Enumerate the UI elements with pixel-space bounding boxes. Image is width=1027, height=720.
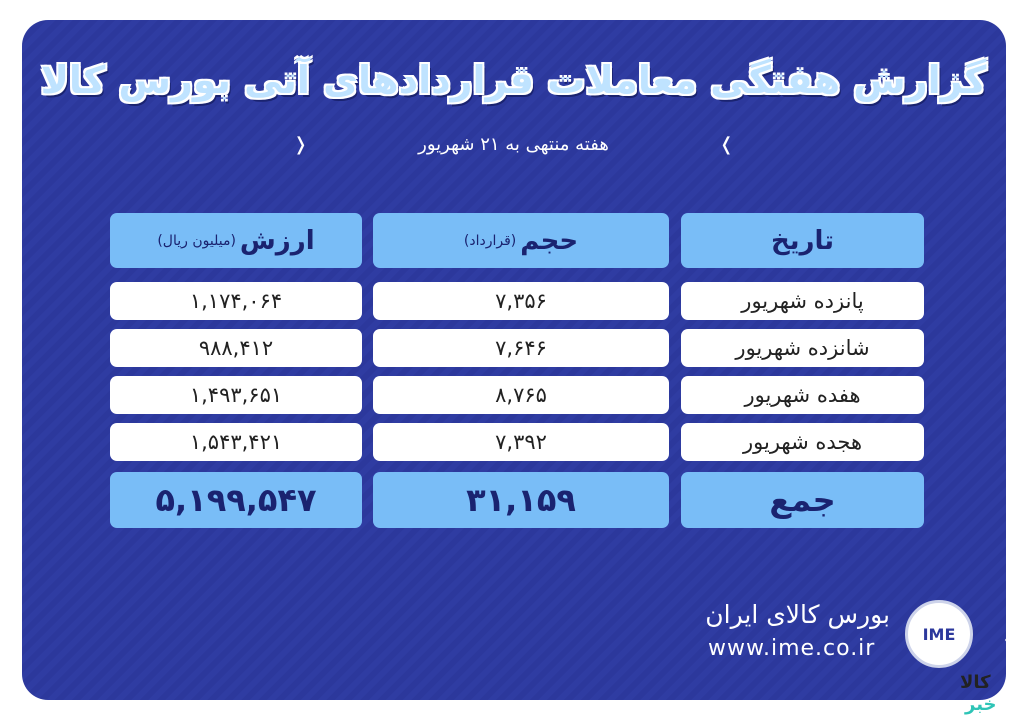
chevron-left-icon: ❬ xyxy=(293,134,309,155)
report-subtitle: ❭ هفته منتهی به ۲۱ شهریور ❬ xyxy=(0,134,1027,155)
report-title: گزارش هفتگی معاملات قراردادهای آتی بورس … xyxy=(40,58,987,102)
table-cell-date: هفده شهریور xyxy=(681,376,924,414)
header-label: تاریخ xyxy=(771,225,834,256)
header-unit: (میلیون ریال) xyxy=(157,232,236,249)
total-label: جمع xyxy=(681,472,924,528)
table-cell-value: ۱,۱۷۴,۰۶۴ xyxy=(110,282,362,320)
watermark-line1: کالا xyxy=(960,672,991,693)
total-volume: ۳۱,۱۵۹ xyxy=(373,472,669,528)
watermark-line2: خبر xyxy=(965,694,997,715)
subtitle-text: هفته منتهی به ۲۱ شهریور xyxy=(418,134,609,155)
table-cell-date: پانزده شهریور xyxy=(681,282,924,320)
table-cell-volume: ۸,۷۶۵ xyxy=(373,376,669,414)
table-cell-date: هجده شهریور xyxy=(681,423,924,461)
table-cell-value: ۱,۵۴۳,۴۲۱ xyxy=(110,423,362,461)
header-label: ارزش xyxy=(239,225,315,256)
table-cell-volume: ۷,۳۵۶ xyxy=(373,282,669,320)
total-value: ۵,۱۹۹,۵۴۷ xyxy=(110,472,362,528)
header-unit: (قرارداد) xyxy=(463,232,517,249)
table-cell-value: ۹۸۸,۴۱۲ xyxy=(110,329,362,367)
header-label: حجم xyxy=(520,225,579,256)
ime-logo: IME xyxy=(905,600,973,668)
card-notch xyxy=(1005,610,1027,670)
table-cell-value: ۱,۴۹۳,۶۵۱ xyxy=(110,376,362,414)
logo-text: IME xyxy=(922,624,956,644)
header-volume: حجم (قرارداد) xyxy=(373,213,669,268)
table-cell-date: شانزده شهریور xyxy=(681,329,924,367)
table-cell-volume: ۷,۳۹۲ xyxy=(373,423,669,461)
brand-name: بورس کالای ایران xyxy=(705,600,890,629)
header-value: ارزش (میلیون ریال) xyxy=(110,213,362,268)
website-link[interactable]: www.ime.co.ir xyxy=(708,636,876,661)
header-date: تاریخ xyxy=(681,213,924,268)
chevron-right-icon: ❭ xyxy=(718,134,734,155)
table-cell-volume: ۷,۶۴۶ xyxy=(373,329,669,367)
